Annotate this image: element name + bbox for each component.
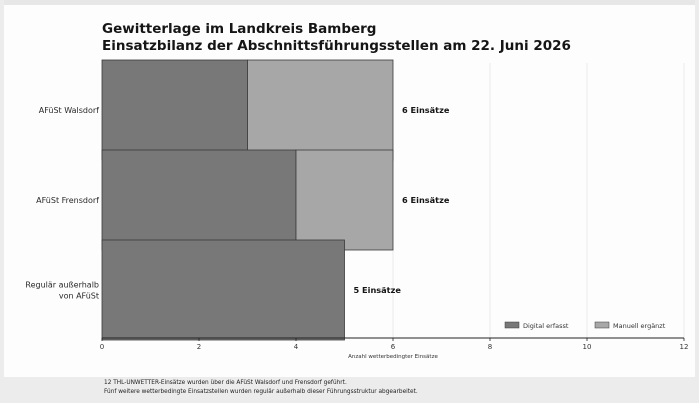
chart-subtitle: Einsatzbilanz der Abschnittsführungsstel… <box>102 38 571 54</box>
bar-1-manuell <box>295 149 394 251</box>
frame-border-bottom <box>0 377 699 403</box>
x-tick-label-0: 0 <box>100 343 104 351</box>
chart-title: Gewitterlage im Landkreis Bamberg <box>102 21 376 37</box>
x-tick-label-4: 4 <box>294 343 299 351</box>
footnote-2: Fünf weitere wetterbedingte Einsatzstell… <box>104 389 418 395</box>
footnotes: 12 THL-UNWETTER-Einsätze wurden über die… <box>104 380 418 395</box>
x-tick-label-8: 8 <box>488 343 492 351</box>
x-tick-label-10: 10 <box>583 343 592 351</box>
frame-border-right <box>695 0 699 403</box>
data-label-0: 6 Einsätze <box>402 105 450 115</box>
footnote-1: 12 THL-UNWETTER-Einsätze wurden über die… <box>104 380 347 386</box>
bars <box>101 59 394 341</box>
bar-2-digital <box>101 239 345 341</box>
data-labels: 6 Einsätze 6 Einsätze 5 Einsätze <box>354 105 450 295</box>
data-label-1: 6 Einsätze <box>402 195 450 205</box>
x-axis-label: Anzahl wetterbedingter Einsätze <box>348 354 438 360</box>
frame-border-left <box>0 0 4 403</box>
data-label-2: 5 Einsätze <box>354 285 402 295</box>
category-label-2-line-1: von AFüSt <box>59 292 99 301</box>
category-label-0: AFüSt Walsdorf <box>39 106 99 115</box>
legend-label-manuell: Manuell ergänzt <box>613 322 666 330</box>
category-label-2-line-0: Regulär außerhalb <box>25 281 99 290</box>
bar-0-digital <box>101 59 248 161</box>
bar-0-manuell <box>247 59 394 161</box>
x-tick-label-2: 2 <box>197 343 201 351</box>
x-tick-label-12: 12 <box>680 343 689 351</box>
legend-swatch-manuell <box>594 321 610 329</box>
legend-swatch-digital <box>504 321 520 329</box>
category-label-1: AFüSt Frensdorf <box>36 196 99 205</box>
legend: Digital erfasst Manuell ergänzt <box>504 321 666 330</box>
legend-label-digital: Digital erfasst <box>523 322 569 330</box>
frame-border-top <box>0 0 699 5</box>
x-tick-label-6: 6 <box>391 343 396 351</box>
category-labels: AFüSt Walsdorf AFüSt Frensdorf Regulär auß… <box>25 106 99 301</box>
x-axis: 0 2 4 6 8 10 12 <box>100 337 689 351</box>
bar-1-digital <box>101 149 297 251</box>
